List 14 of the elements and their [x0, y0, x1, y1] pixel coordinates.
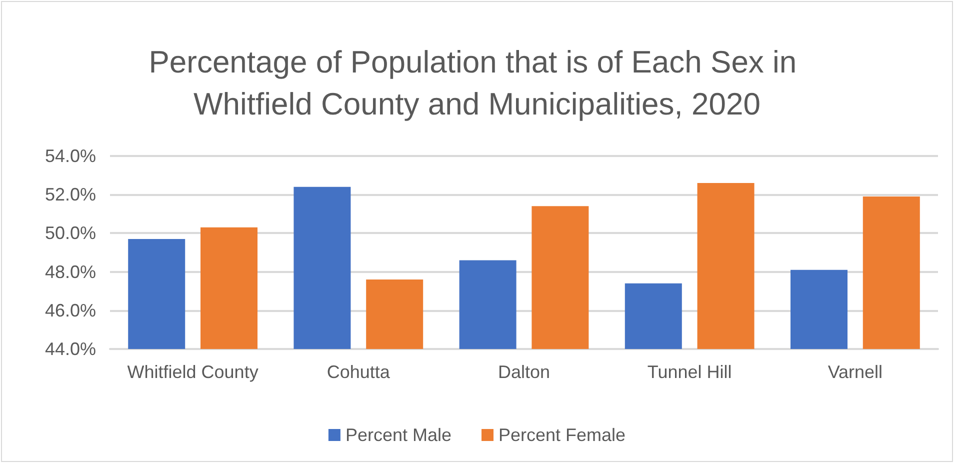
x-tick-label: Tunnel Hill [647, 362, 732, 382]
x-tick-label: Dalton [498, 362, 550, 382]
x-tick-label: Varnell [828, 362, 883, 382]
y-tick-label: 50.0% [44, 223, 96, 244]
y-tick-label: 44.0% [44, 339, 96, 359]
y-tick-label: 48.0% [44, 262, 96, 282]
x-tick-label: Whitfield County [127, 362, 258, 382]
legend-label: Percent Female [498, 425, 626, 445]
legend-label: Percent Male [345, 425, 452, 445]
y-tick-label: 46.0% [44, 300, 96, 320]
x-tick-label: Cohutta [326, 362, 391, 382]
y-tick-label: 52.0% [44, 184, 96, 205]
y-tick-label: 54.0% [44, 146, 96, 166]
chart-title: Percentage of Population that is of Each Sex in Whitfield County and Municipalities, 2020 [148, 44, 806, 122]
